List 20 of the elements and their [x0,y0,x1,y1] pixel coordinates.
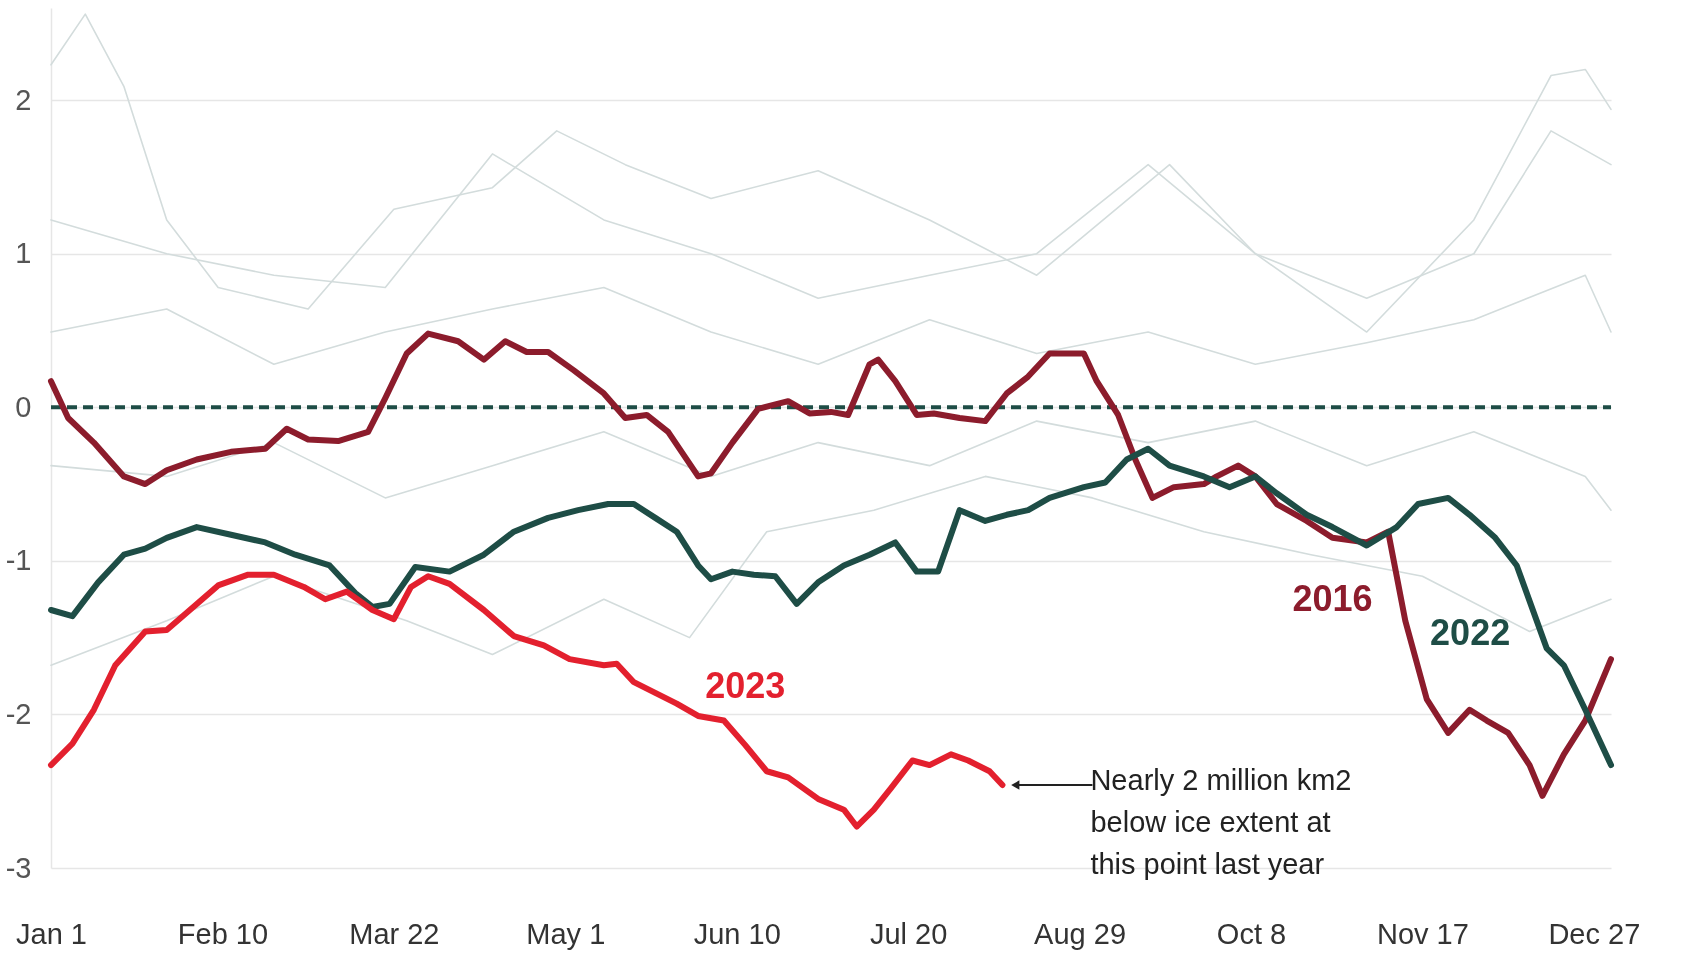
y-tick-label: -2 [5,697,32,730]
y-tick-label: -3 [5,851,32,884]
series-label: 2023 [705,665,786,707]
x-tick-label: Jan 1 [16,917,87,950]
x-tick-label: Jul 20 [869,917,948,950]
x-tick-label: May 1 [526,917,606,950]
x-tick-label: Oct 8 [1216,917,1287,950]
series-label: 2022 [1430,611,1511,653]
x-tick-label: Jun 10 [693,917,781,950]
x-tick-label: Feb 10 [177,917,269,950]
x-tick-label: Aug 29 [1034,917,1127,950]
x-tick-label: Nov 17 [1376,917,1469,950]
y-tick-label: 1 [15,237,32,270]
x-tick-label: Mar 22 [349,917,440,950]
annotation: Nearly 2 million km2 below ice extent at this point last year [1090,764,1352,881]
series-label: 2016 [1292,577,1373,619]
y-tick-label: -1 [5,544,32,577]
y-tick-label: 2 [15,83,32,116]
y-tick-label: 0 [15,390,32,423]
x-tick-label: Dec 27 [1548,917,1641,950]
